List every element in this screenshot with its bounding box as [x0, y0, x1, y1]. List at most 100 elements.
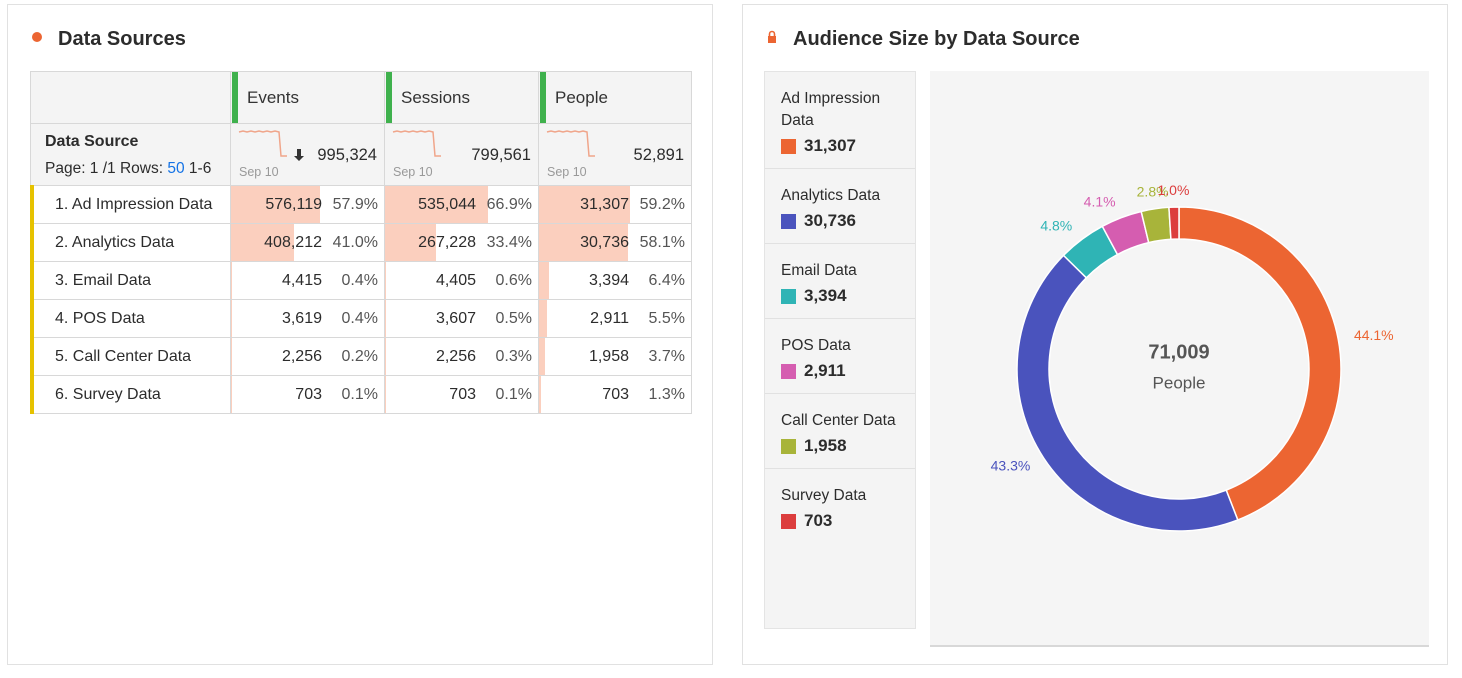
- legend-value: 30,736: [804, 211, 856, 230]
- metric-cell: 1,958 3.7%: [538, 337, 692, 376]
- row-label: 3. Email Data: [55, 271, 152, 289]
- drag-grip: [232, 72, 238, 123]
- metric-cell: 3,607 0.5%: [384, 299, 539, 338]
- sparkline-line: [238, 130, 287, 157]
- metric-percent: 66.9%: [486, 196, 532, 213]
- metric-cell: 535,044 66.9%: [384, 185, 539, 224]
- column-name: Sessions: [401, 88, 470, 107]
- sparkline-line: [546, 130, 595, 157]
- metric-value: 2,911: [590, 310, 629, 327]
- legend-value-row: 1,958: [781, 436, 899, 456]
- metric-value: 408,212: [264, 234, 322, 251]
- sort-arrow: [294, 149, 304, 161]
- metric-percent: 0.1%: [341, 386, 378, 403]
- data-row: 5. Call Center Data 2,256 0.2% 2,256 0.3% 1,9…: [30, 337, 692, 376]
- metric-cell: 3,394 6.4%: [538, 261, 692, 300]
- metric-percent: 57.9%: [332, 196, 378, 213]
- legend-value: 703: [804, 511, 833, 530]
- legend-value-row: 3,394: [781, 286, 899, 306]
- panel-title: Data Sources: [58, 28, 186, 50]
- data-row: 6. Survey Data 703 0.1% 703 0.1% 703 1.3%: [30, 375, 692, 414]
- column-total: 995,324: [317, 146, 377, 164]
- chart-area: 44.1% 43.3% 4.8% 4.1% 2.8% 1.0% 71,009 People: [930, 71, 1429, 647]
- metric-value: 3,607: [435, 310, 476, 327]
- percent-bar: [231, 186, 321, 223]
- dimension-header: Data Source Page: 1 /1 Rows: 50 1-6: [30, 123, 231, 186]
- legend-swatch: [781, 513, 796, 529]
- metric-cell: 408,212 41.0%: [230, 223, 385, 262]
- legend-swatch: [781, 438, 796, 454]
- legend-value: 2,911: [804, 361, 846, 380]
- percent-bar: [385, 262, 386, 299]
- metric-percent: 1.3%: [648, 386, 685, 403]
- lock-icon: [768, 30, 776, 43]
- row-stripe: [30, 261, 34, 300]
- metric-cell: 2,256 0.2%: [230, 337, 385, 376]
- column-total: 799,561: [471, 146, 531, 164]
- metric-percent: 41.0%: [332, 234, 378, 251]
- row-label-cell: 1. Ad Impression Data: [30, 185, 231, 224]
- metric-value: 4,415: [281, 272, 322, 289]
- metric-cell: 703 0.1%: [230, 375, 385, 414]
- slice-label: 2.8%: [1137, 184, 1169, 200]
- sparkline: [392, 130, 441, 157]
- row-label: 5. Call Center Data: [55, 347, 192, 365]
- legend-swatch: [781, 213, 796, 229]
- percent-bar: [539, 262, 549, 299]
- legend: Ad Impression Data 31,307 Analytics Data 30…: [764, 71, 916, 629]
- metric-percent: 3.7%: [648, 348, 685, 365]
- legend-name: Email Data: [781, 262, 857, 279]
- row-stripe: [30, 375, 34, 414]
- column-header: Events: [230, 71, 385, 124]
- metric-percent: 33.4%: [486, 234, 532, 251]
- audience-panel: Audience Size by Data Source Ad Impressi…: [742, 4, 1448, 665]
- metric-percent: 0.2%: [341, 348, 378, 365]
- legend-value-row: 31,307: [781, 136, 899, 156]
- legend-name: POS Data: [781, 337, 851, 354]
- legend-value: 3,394: [804, 286, 847, 305]
- legend-value: 31,307: [804, 136, 856, 155]
- row-label-cell: 5. Call Center Data: [30, 337, 231, 376]
- dimension-name: Data Source: [45, 133, 139, 150]
- legend-item: POS Data 2,911: [765, 319, 915, 394]
- center-label: People: [1153, 373, 1206, 392]
- sparkline-date: Sep 10: [547, 165, 587, 179]
- metric-cell: 31,307 59.2%: [538, 185, 692, 224]
- metric-percent: 0.4%: [341, 272, 378, 289]
- legend-name: Ad Impression Data: [781, 90, 881, 129]
- legend-name: Survey Data: [781, 487, 867, 504]
- metric-cell: 703 0.1%: [384, 375, 539, 414]
- row-stripe: [30, 223, 34, 262]
- metric-percent: 58.1%: [639, 234, 685, 251]
- pagination: Page: 1 /1 Rows: 50 1-6: [45, 160, 229, 178]
- metric-cell: 4,405 0.6%: [384, 261, 539, 300]
- row-label-cell: 4. POS Data: [30, 299, 231, 338]
- row-stripe: [30, 337, 34, 376]
- freeform-table: Events Sessions People Data Source Page: 1 /…: [30, 71, 692, 414]
- row-label: 6. Survey Data: [55, 385, 161, 403]
- metric-percent: 0.4%: [341, 310, 378, 327]
- percent-bar: [385, 300, 386, 337]
- legend-item: Email Data 3,394: [765, 244, 915, 319]
- metric-value: 703: [295, 386, 322, 403]
- metric-value: 2,256: [435, 348, 476, 365]
- donut-slice: [1178, 206, 1342, 521]
- percent-bar: [231, 300, 232, 337]
- data-sources-panel: Data Sources Events Sessions People Data So…: [7, 4, 713, 665]
- percent-bar: [539, 300, 548, 337]
- rows-per-page[interactable]: 50: [167, 160, 185, 177]
- legend-name: Analytics Data: [781, 187, 881, 204]
- metric-value: 31,307: [580, 196, 629, 213]
- header-row: Events Sessions People: [30, 71, 692, 124]
- metric-cell: 30,736 58.1%: [538, 223, 692, 262]
- metric-cell: 4,415 0.4%: [230, 261, 385, 300]
- data-row: 1. Ad Impression Data 576,119 57.9% 535,044…: [30, 185, 692, 224]
- slice-label: 1.0%: [1158, 182, 1190, 198]
- column-name: Events: [247, 88, 299, 107]
- center-value: 71,009: [1148, 341, 1209, 363]
- legend-value: 1,958: [804, 436, 847, 455]
- column-summary: Sep 10 799,561: [384, 123, 539, 186]
- legend-value-row: 30,736: [781, 211, 899, 231]
- donut-slice: [1016, 254, 1239, 532]
- metric-cell: 267,228 33.4%: [384, 223, 539, 262]
